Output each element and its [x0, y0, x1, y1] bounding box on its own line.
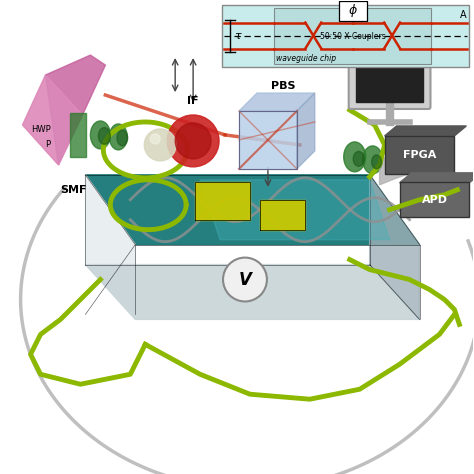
Bar — [239, 111, 297, 169]
Bar — [195, 182, 250, 219]
Text: $\phi$: $\phi$ — [348, 2, 357, 19]
Text: 50:50 X-Couplers: 50:50 X-Couplers — [320, 32, 385, 41]
Bar — [351, 53, 428, 65]
Circle shape — [223, 257, 267, 301]
Ellipse shape — [99, 128, 110, 144]
Text: APD: APD — [421, 195, 447, 205]
Ellipse shape — [363, 146, 383, 174]
Text: A: A — [460, 9, 466, 19]
Ellipse shape — [344, 142, 365, 172]
Circle shape — [144, 129, 176, 161]
FancyBboxPatch shape — [349, 50, 430, 109]
Circle shape — [150, 134, 160, 144]
Polygon shape — [380, 155, 415, 185]
Text: $\tau$: $\tau$ — [234, 31, 243, 41]
Polygon shape — [200, 180, 390, 240]
Polygon shape — [384, 126, 466, 136]
Polygon shape — [85, 175, 419, 245]
Polygon shape — [297, 93, 315, 169]
Bar — [274, 8, 431, 64]
Polygon shape — [23, 75, 82, 165]
Polygon shape — [23, 55, 105, 165]
Polygon shape — [85, 264, 419, 319]
Polygon shape — [239, 93, 315, 111]
Text: FPGA: FPGA — [403, 150, 436, 160]
Bar — [222, 5, 469, 67]
Bar — [356, 61, 423, 102]
Text: waveguide chip: waveguide chip — [276, 54, 336, 63]
Polygon shape — [46, 55, 105, 165]
Bar — [71, 113, 86, 157]
Ellipse shape — [372, 155, 382, 169]
Bar — [339, 0, 367, 20]
Text: P: P — [46, 140, 51, 149]
Ellipse shape — [109, 124, 128, 150]
Bar — [384, 136, 455, 174]
Bar — [239, 111, 297, 169]
Ellipse shape — [117, 130, 128, 146]
Ellipse shape — [91, 121, 110, 149]
Ellipse shape — [353, 151, 364, 166]
Circle shape — [175, 123, 211, 159]
Polygon shape — [85, 175, 135, 314]
Polygon shape — [370, 175, 419, 319]
Bar — [400, 182, 469, 217]
Text: SMF: SMF — [61, 185, 87, 195]
Text: PBS: PBS — [271, 81, 295, 91]
Polygon shape — [400, 173, 474, 183]
Circle shape — [167, 115, 219, 167]
Text: HWP: HWP — [31, 126, 51, 135]
Bar — [260, 200, 305, 230]
Text: IF: IF — [187, 96, 199, 106]
Text: V: V — [238, 271, 251, 289]
